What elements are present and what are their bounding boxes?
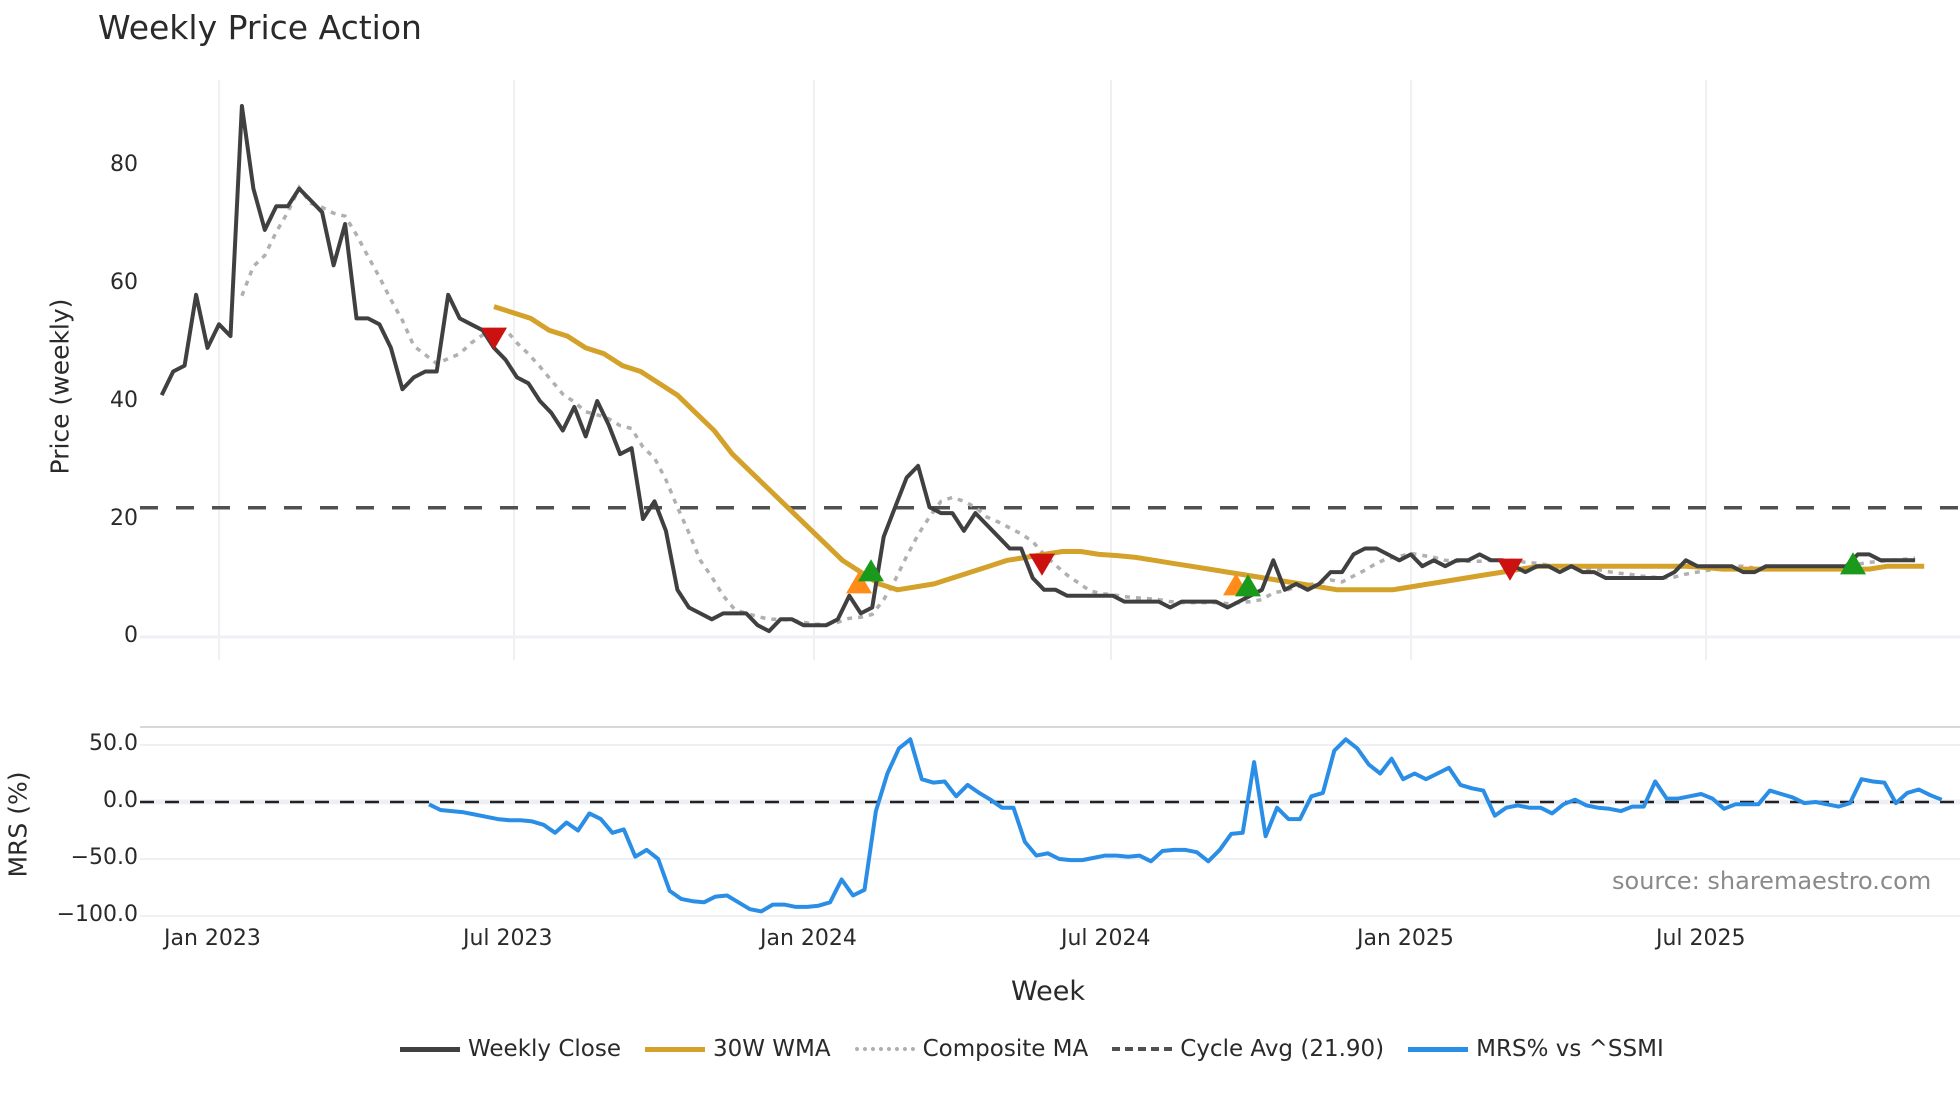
price-ytick: 60	[110, 270, 138, 295]
sell-signal-icon	[1497, 558, 1523, 581]
sell-signal-icon	[481, 327, 507, 350]
buy-signal-icon	[858, 559, 884, 582]
dashed-line-swatch-icon	[1112, 1047, 1173, 1051]
solid-line-swatch-icon	[644, 1046, 705, 1052]
legend-item-composite-ma[interactable]: Composite MA	[854, 1036, 1089, 1062]
price-ytick: 20	[110, 506, 138, 531]
dotted-line-swatch-icon	[854, 1047, 915, 1051]
chart-title: Weekly Price Action	[98, 8, 422, 47]
cross-signal-icon	[846, 571, 872, 594]
xtick: Jul 2025	[1656, 926, 1746, 951]
xtick: Jan 2024	[760, 926, 857, 951]
legend-item-weekly-close[interactable]: Weekly Close	[400, 1036, 621, 1062]
source-watermark: source: sharemaestro.com	[1612, 867, 1932, 895]
mrs-ytick: −100.0	[56, 902, 138, 927]
legend-label: Composite MA	[922, 1036, 1089, 1062]
buy-signal-icon	[1840, 552, 1866, 575]
price-axis-label: Price (weekly)	[45, 298, 75, 475]
legend-label: Weekly Close	[468, 1036, 621, 1062]
buy-signal-icon	[1235, 574, 1261, 597]
legend-item-30w-wma[interactable]: 30W WMA	[644, 1036, 831, 1062]
price-ytick: 0	[124, 623, 138, 648]
legend-label: 30W WMA	[712, 1036, 831, 1062]
mrs-ytick: 50.0	[89, 731, 138, 756]
xtick: Jan 2025	[1357, 926, 1454, 951]
solid-line-swatch-icon	[400, 1046, 460, 1052]
mrs-line	[428, 737, 1943, 914]
solid-line-swatch-icon	[1408, 1046, 1469, 1052]
legend-label: Cycle Avg (21.90)	[1180, 1036, 1385, 1062]
sell-signal-icon	[1029, 553, 1055, 576]
legend-label: MRS% vs ^SSMI	[1476, 1036, 1664, 1062]
legend-item-mrs[interactable]: MRS% vs ^SSMI	[1408, 1036, 1664, 1062]
weekly-close-line	[159, 104, 1916, 634]
composite-ma-line	[240, 184, 1916, 626]
xtick: Jan 2023	[164, 926, 261, 951]
xtick: Jul 2024	[1061, 926, 1151, 951]
legend-item-cycle-avg[interactable]: Cycle Avg (21.90)	[1112, 1036, 1384, 1062]
mrs-ytick: 0.0	[103, 788, 138, 813]
legend: Weekly Close 30W WMA Composite MA Cycle …	[400, 1036, 1688, 1062]
xtick: Jul 2023	[463, 926, 553, 951]
wma-line	[493, 304, 1925, 593]
price-ytick: 80	[110, 152, 138, 177]
price-ytick: 40	[110, 388, 138, 413]
mrs-axis-label: MRS (%)	[3, 771, 33, 878]
x-axis-label: Week	[1011, 976, 1085, 1007]
mrs-ytick: −50.0	[70, 845, 138, 870]
